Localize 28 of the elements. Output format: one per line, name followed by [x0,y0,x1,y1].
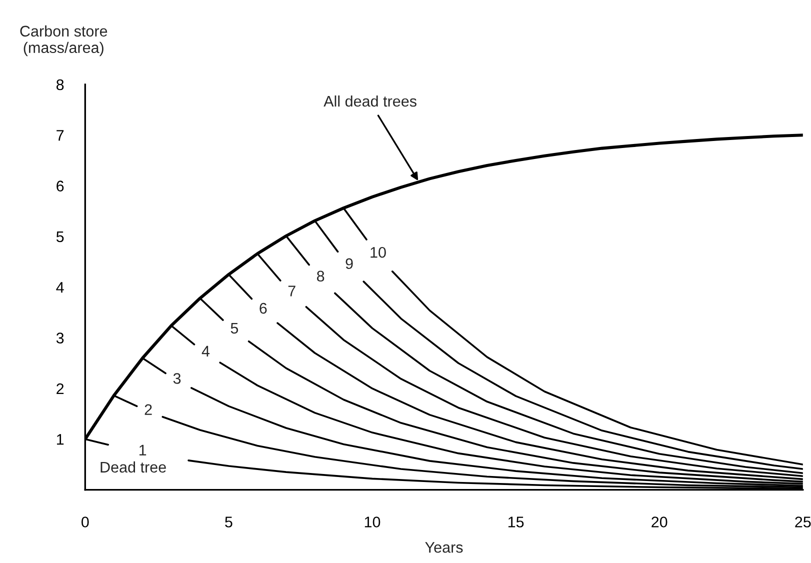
series-label: 2 [144,404,152,415]
x-tick-label: 15 [508,516,524,528]
x-tick-label: 0 [82,516,89,528]
annotation: Dead tree [100,461,166,473]
series-label: 3 [173,373,181,384]
y-tick-label: 7 [56,130,64,141]
y-tick-label: 6 [56,180,64,192]
y-axis-title: Carbon store (mass/area) [20,25,108,56]
x-tick-label: 10 [364,516,380,528]
y-tick-label: 5 [56,231,64,242]
x-tick-label: 20 [652,516,668,528]
series-label: 7 [288,286,296,296]
x-axis-title: Years [425,542,463,553]
text: All dead trees [324,95,416,107]
y-tick-label: 3 [56,332,64,344]
y-tick-label: 2 [56,383,64,394]
y-tick-label: 8 [56,79,64,90]
x-tick-label: 25 [795,516,811,528]
series-label: 9 [346,258,353,270]
series-label: 4 [202,346,210,356]
y-tick-label: 4 [56,282,64,293]
series-label: 6 [260,302,267,314]
text: 1 [139,444,146,456]
x-tick-label: 5 [225,516,232,528]
y-tick-label: 1 [56,434,64,445]
series-label: 8 [316,270,324,282]
series-label: 5 [230,322,238,334]
series-label: 10 [370,246,386,258]
